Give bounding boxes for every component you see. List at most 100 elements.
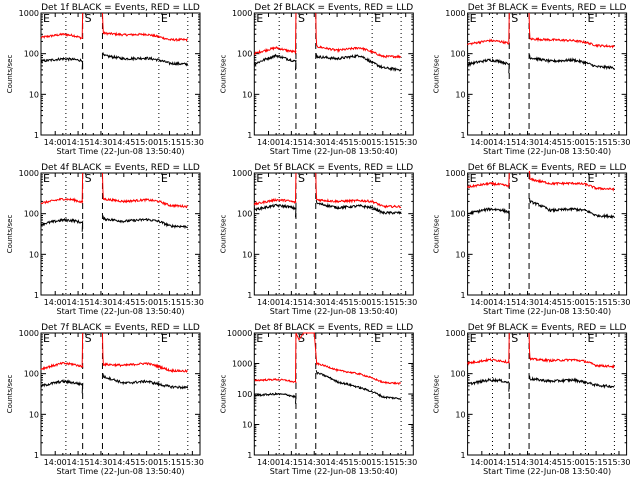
x-tick-label: 15:30 [181,138,204,147]
y-axis-label: Counts/sec [219,55,227,94]
x-tick-label: 14:45 [326,298,349,307]
marker-letter: S [85,172,92,185]
x-tick-label: 15:15 [158,458,181,467]
x-tick-label: 14:00 [257,138,280,147]
plot-frame [253,12,414,136]
x-axis-label: Start Time (22-Jun-08 13:50:40) [483,147,611,156]
marker-letter: S [298,172,305,185]
marker-letter: E [43,12,50,25]
x-tick-label: 14:15 [493,458,516,467]
series-line-events [40,56,84,70]
series-line-events [253,53,297,71]
y-tick-label: 1 [461,291,466,300]
y-tick-label: 1 [461,131,466,140]
x-axis-label: Start Time (22-Jun-08 13:50:40) [483,467,611,476]
y-tick-label: 10 [29,90,39,99]
plot-frame [467,12,628,136]
series-line-events [102,373,189,390]
x-tick-label: 14:00 [470,458,493,467]
subplot-2: Det 2f BLACK = Events, RED = LLD Counts/s… [219,3,417,156]
x-tick-label: 15:30 [394,298,417,307]
series-line-lld [40,172,84,205]
plot-frame [467,332,628,456]
x-tick-label: 14:15 [280,138,303,147]
marker-letter: E [256,12,263,25]
marker-letter: E [587,332,594,345]
subplot-title: Det 7f BLACK = Events, RED = LLD [41,323,200,333]
series-line-events [467,207,510,222]
y-tick-label: 1000 [19,329,39,338]
y-tick-label: 100 [237,50,252,59]
series-line-events [315,370,402,401]
x-tick-label: 15:00 [135,458,158,467]
x-tick-label: 14:00 [44,458,67,467]
marker-letter: E [374,12,381,25]
subplot-title: Det 6f BLACK = Events, RED = LLD [468,163,627,173]
x-tick-label: 14:30 [303,298,326,307]
y-tick-label: 1000 [445,169,465,178]
series-line-lld [101,172,188,209]
x-tick-label: 14:15 [280,298,303,307]
y-tick-label: 10 [242,250,252,259]
subplot-title: Det 4f BLACK = Events, RED = LLD [41,163,200,173]
x-axis-label: Start Time (22-Jun-08 13:50:40) [483,307,611,316]
x-tick-label: 14:30 [89,458,112,467]
marker-letter: S [511,172,518,185]
marker-letter: E [256,332,263,345]
y-tick-label: 1 [34,131,39,140]
x-tick-label: 14:30 [516,138,539,147]
y-tick-label: 100 [237,390,252,399]
x-tick-label: 15:15 [158,298,181,307]
subplot-5: Det 5f BLACK = Events, RED = LLD Counts/s… [219,163,417,316]
y-tick-label: 1 [34,451,39,460]
x-axis-label: Start Time (22-Jun-08 13:50:40) [57,467,185,476]
series-line-lld [315,172,402,209]
series-line-lld [253,12,297,56]
x-axis-label: Start Time (22-Jun-08 13:50:40) [57,147,185,156]
y-tick-label: 1000 [19,169,39,178]
x-tick-label: 14:30 [303,458,326,467]
x-tick-label: 14:30 [303,138,326,147]
marker-letter: S [85,12,92,25]
series-line-events [40,217,84,232]
subplot-6: Det 6f BLACK = Events, RED = LLD Counts/s… [433,163,631,316]
x-tick-label: 14:45 [326,138,349,147]
x-tick-label: 14:45 [539,138,562,147]
y-tick-label: 10 [242,421,252,430]
x-tick-label: 15:30 [394,458,417,467]
series-line-events [467,377,510,392]
series-line-events [102,215,189,230]
y-tick-label: 100 [450,50,465,59]
x-tick-label: 15:15 [371,138,394,147]
x-tick-label: 14:00 [470,138,493,147]
x-tick-label: 15:30 [394,138,417,147]
series-line-lld [40,12,84,41]
y-axis-label: Counts/sec [433,55,441,94]
series-line-lld [253,172,297,206]
marker-letter: E [470,12,477,25]
marker-letter: S [298,12,305,25]
y-tick-label: 1 [247,291,252,300]
x-tick-label: 14:30 [89,298,112,307]
series-line-lld [467,332,510,366]
x-tick-label: 15:00 [562,138,585,147]
y-tick-label: 1 [461,451,466,460]
series-line-events [40,378,84,394]
x-tick-label: 15:00 [348,138,371,147]
plot-frame [40,332,201,456]
series-line-events [529,198,615,220]
subplot-title: Det 9f BLACK = Events, RED = LLD [468,323,627,333]
x-tick-label: 15:30 [181,298,204,307]
y-axis-label: Counts/sec [433,215,441,254]
marker-letter: S [298,332,305,345]
y-tick-label: 10 [29,250,39,259]
x-tick-label: 14:00 [470,298,493,307]
y-tick-label: 1000 [232,169,252,178]
x-tick-label: 14:00 [257,458,280,467]
x-tick-label: 14:00 [44,298,67,307]
x-tick-label: 15:15 [585,298,608,307]
x-tick-label: 14:15 [493,298,516,307]
x-tick-label: 15:15 [585,458,608,467]
plot-frame [40,12,201,136]
